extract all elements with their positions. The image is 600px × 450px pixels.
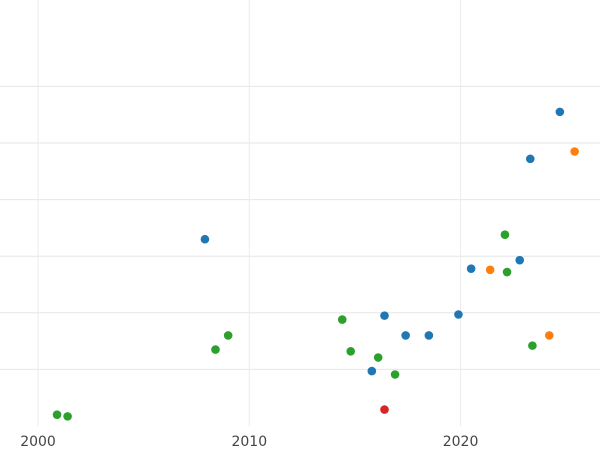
data-point — [555, 107, 565, 117]
x-tick-label: 2010 — [231, 434, 267, 450]
x-tick-label: 2020 — [443, 434, 479, 450]
data-point — [337, 315, 347, 324]
data-point — [63, 412, 72, 421]
data-point — [390, 370, 400, 379]
points-layer — [52, 107, 579, 421]
grid-layer — [0, 0, 600, 426]
data-point — [52, 410, 62, 419]
data-point — [525, 154, 535, 164]
data-point — [485, 265, 495, 275]
data-point — [466, 264, 476, 273]
data-point — [424, 331, 434, 340]
data-point — [380, 405, 389, 414]
data-point — [570, 147, 579, 156]
data-point — [200, 234, 210, 244]
data-point — [500, 230, 510, 240]
data-point — [528, 341, 537, 350]
data-point — [544, 331, 554, 340]
x-tick-label: 2000 — [20, 434, 56, 450]
data-point — [373, 353, 383, 362]
data-point — [211, 345, 220, 354]
x-axis-ticks: 2000 2010 2020 — [20, 434, 478, 450]
data-point — [223, 331, 233, 340]
data-point — [454, 310, 463, 319]
data-point — [380, 311, 389, 320]
data-point — [401, 331, 410, 340]
data-point — [346, 346, 356, 356]
data-point — [367, 366, 377, 376]
data-point — [515, 255, 525, 265]
data-point — [502, 267, 512, 277]
